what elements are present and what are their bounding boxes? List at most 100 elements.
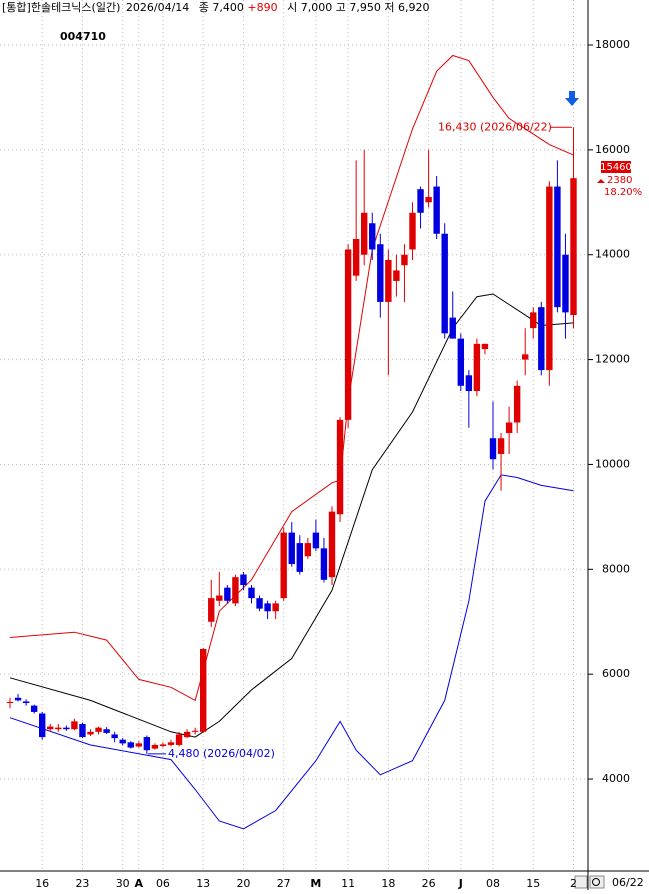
header-item: 7,950: [349, 1, 381, 14]
header-item: 2026/04/14: [126, 1, 189, 14]
candle-body: [14, 697, 22, 701]
header-item: 종: [199, 1, 209, 14]
last-price-box: [601, 161, 631, 173]
annotation: 16,430 (2026/06/22): [438, 120, 552, 133]
x-tick-label: 30: [116, 877, 130, 890]
candle-body: [441, 233, 448, 334]
candle-body: [143, 737, 151, 751]
candle-body: [232, 577, 239, 604]
candle-body: [55, 727, 62, 730]
candle-body: [449, 317, 456, 339]
candle-body: [208, 598, 215, 622]
candle-body: [248, 587, 255, 599]
x-tick-label: A: [135, 877, 144, 890]
x-tick-label: 13: [196, 877, 210, 890]
candle-body: [385, 259, 392, 302]
x-tick-label: 16: [35, 877, 49, 890]
tool-icon[interactable]: [574, 875, 588, 889]
candle-body: [6, 701, 14, 704]
x-tick-label: 20: [236, 877, 250, 890]
candle-body: [119, 739, 126, 744]
candle-body: [433, 186, 440, 234]
x-tick-label: 11: [341, 877, 355, 890]
candle-body: [95, 727, 102, 732]
header-item: [통합]한솔테크닉스(일간): [2, 0, 120, 14]
candle-body: [554, 186, 561, 308]
candle-body: [272, 603, 279, 612]
end-date: 06/22: [612, 876, 644, 889]
x-tick-label: J: [458, 877, 463, 890]
x-tick-label: 27: [277, 877, 291, 890]
candle-body: [497, 438, 505, 454]
candle-body: [30, 705, 38, 712]
candle-body: [352, 238, 360, 276]
stock-code: 004710: [60, 30, 106, 43]
y-tick-label: 14000: [595, 248, 630, 261]
candle-body: [457, 338, 464, 386]
y-tick-label: 18000: [595, 38, 630, 51]
candle-body: [288, 532, 295, 565]
change-pct: 18.20%: [604, 187, 642, 198]
candle-body: [369, 223, 376, 250]
candle-body: [159, 744, 167, 746]
candle-body: [151, 744, 159, 749]
x-tick-label: 06: [156, 877, 170, 890]
candle-body: [522, 354, 529, 360]
candle-body: [22, 701, 30, 704]
candle-body: [473, 343, 481, 392]
header-item: +890: [247, 1, 277, 14]
candle-body: [39, 713, 46, 738]
change: 2380: [607, 175, 632, 186]
candle-body: [304, 543, 312, 557]
candle-body: [127, 742, 134, 748]
band-line: [9, 293, 574, 738]
candle-body: [546, 186, 553, 371]
candle-body: [167, 742, 175, 745]
candle-body: [538, 307, 545, 371]
band-line: [9, 54, 574, 702]
header-item: 7,400: [212, 1, 244, 14]
candle-body: [71, 721, 78, 730]
candle-body: [183, 731, 191, 738]
candle-body: [264, 603, 271, 612]
candle-body: [425, 197, 432, 203]
candle-body: [280, 532, 287, 599]
y-tick-label: 6000: [602, 667, 630, 680]
candle-body: [465, 375, 473, 392]
candle-body: [191, 730, 199, 732]
candle-body: [344, 249, 352, 420]
candle-body: [489, 438, 497, 460]
candle-body: [296, 543, 303, 572]
header-item: 시: [287, 1, 297, 14]
x-tick-label: 15: [526, 877, 540, 890]
candle-body: [63, 727, 70, 730]
candle-body: [570, 178, 577, 316]
zoom-glyph: [592, 878, 600, 886]
arrow-icon: [565, 91, 579, 106]
candle-body: [216, 595, 223, 601]
x-tick-label: 08: [486, 877, 500, 890]
candle-body: [417, 189, 424, 213]
x-tick-label: 2: [570, 877, 577, 890]
candle-body: [79, 723, 86, 738]
last-price: 15460: [600, 162, 632, 173]
x-tick-label: 23: [75, 877, 89, 890]
candle-body: [200, 649, 207, 732]
candle-body: [409, 212, 416, 250]
candle-body: [175, 734, 183, 745]
candle-body: [224, 587, 231, 601]
candle-body: [336, 419, 344, 515]
y-tick-label: 12000: [595, 353, 630, 366]
candle-body: [328, 511, 336, 578]
candle-body: [562, 254, 569, 313]
header: [통합]한솔테크닉스(일간) 2026/04/14 종 7,400 +890 시…: [2, 0, 430, 14]
up-triangle: [597, 179, 605, 183]
candle-body: [312, 532, 320, 549]
candle-body: [256, 598, 263, 609]
y-tick-label: 8000: [602, 562, 630, 575]
candle-body: [87, 731, 94, 735]
x-tick-label: M: [310, 877, 321, 890]
candle-body: [361, 212, 368, 255]
